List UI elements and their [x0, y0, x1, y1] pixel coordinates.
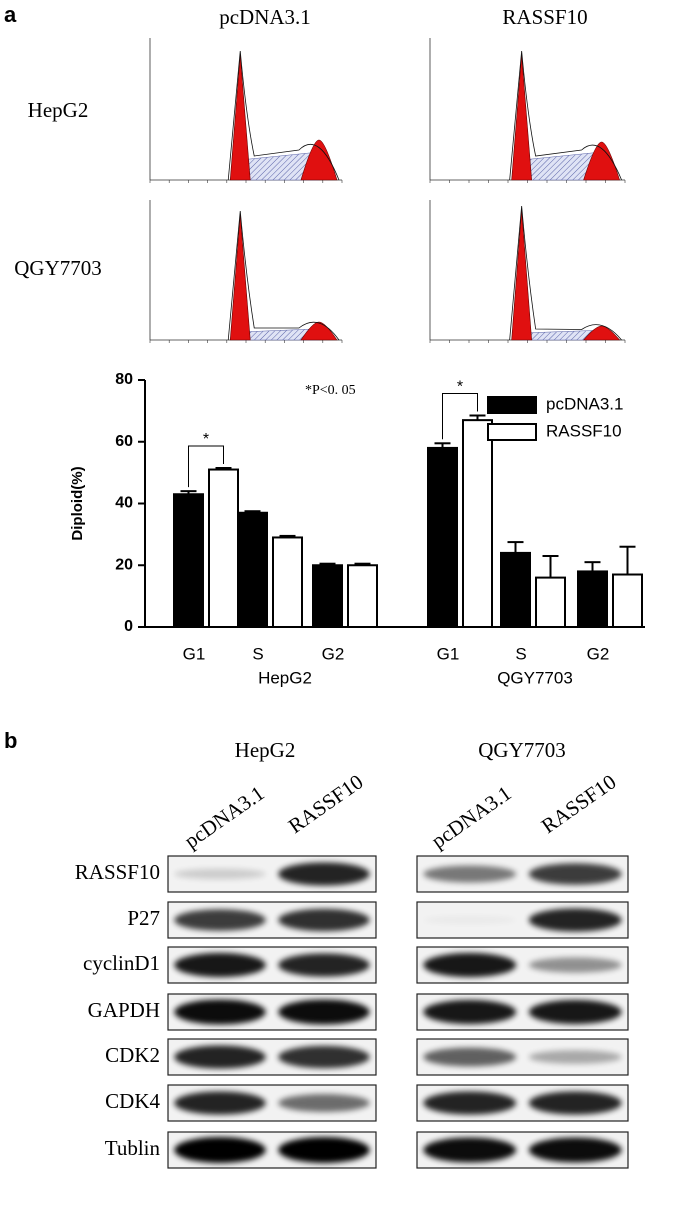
blot-band — [174, 909, 266, 931]
blot-band — [423, 916, 516, 925]
blot-band — [423, 999, 517, 1025]
lane-label: RASSF10 — [537, 769, 621, 838]
blot-band — [278, 1137, 370, 1163]
bar — [272, 536, 303, 629]
significance-mark: * — [203, 431, 209, 448]
hist-g1-peak — [511, 54, 532, 181]
hist-envelope — [509, 50, 622, 181]
x-tick-label: G2 — [587, 644, 610, 663]
blot-band — [174, 1045, 266, 1069]
significance-bracket — [188, 445, 224, 488]
bar — [500, 551, 531, 629]
x-tick-label: S — [515, 644, 526, 663]
blot-band — [278, 908, 370, 932]
legend-swatch — [487, 396, 537, 414]
y-tick-label: 80 — [115, 371, 133, 388]
blot-band — [528, 999, 622, 1025]
protein-label: CDK4 — [105, 1089, 160, 1113]
blot-band — [174, 1137, 266, 1163]
blot-band — [278, 862, 370, 886]
bar — [577, 570, 608, 628]
x-tick-label: S — [252, 644, 263, 663]
blot-band — [174, 952, 266, 978]
hist-envelope — [227, 210, 340, 341]
blot-band — [174, 999, 266, 1025]
bar — [237, 511, 268, 629]
y-axis-label: Diploid(%) — [69, 466, 86, 540]
blot-band — [528, 908, 622, 932]
group-header: HepG2 — [235, 738, 296, 762]
blot-band — [423, 1047, 517, 1067]
panel-label: b — [4, 728, 17, 753]
protein-label: GAPDH — [88, 998, 160, 1022]
y-tick-label: 20 — [115, 556, 133, 573]
hist-g2-peak — [582, 325, 621, 341]
blot-band — [528, 863, 622, 885]
y-tick-label: 0 — [124, 618, 133, 635]
blot-band — [528, 1137, 622, 1163]
blot-band — [174, 868, 266, 880]
bar — [612, 573, 643, 629]
protein-label: Tublin — [105, 1136, 161, 1160]
group-label: QGY7703 — [497, 668, 573, 687]
blot-band — [174, 1091, 266, 1115]
protein-label: RASSF10 — [75, 860, 160, 884]
x-tick-label: G1 — [183, 644, 206, 663]
y-tick-label: 40 — [115, 495, 133, 512]
blot-band — [423, 865, 517, 883]
blot-band — [278, 1045, 370, 1069]
significance-mark: * — [457, 379, 463, 396]
blot-band — [278, 953, 370, 977]
bar — [427, 446, 458, 628]
column-header: RASSF10 — [502, 5, 587, 29]
column-header: pcDNA3.1 — [219, 5, 311, 29]
blot-band — [278, 1094, 370, 1112]
lane-label: pcDNA3.1 — [427, 781, 516, 853]
blot-band — [528, 1091, 622, 1115]
row-label: QGY7703 — [14, 256, 102, 280]
bar — [208, 468, 239, 628]
row-label: HepG2 — [28, 98, 89, 122]
hist-g1-peak — [229, 54, 251, 181]
group-label: HepG2 — [258, 668, 312, 687]
legend-swatch — [487, 423, 537, 441]
panel-label: a — [4, 2, 17, 27]
bar — [535, 576, 566, 628]
hist-g2-peak — [300, 321, 338, 341]
bar — [312, 564, 343, 628]
bar — [347, 564, 378, 628]
blot-band — [423, 1137, 517, 1163]
protein-label: P27 — [127, 906, 160, 930]
legend-label: RASSF10 — [546, 421, 622, 440]
annotation: *P<0. 05 — [305, 383, 356, 398]
y-tick-label: 60 — [115, 433, 133, 450]
blot-band — [423, 1091, 517, 1115]
blot-band — [278, 999, 370, 1025]
blot-band — [423, 952, 517, 978]
blot-band — [528, 1050, 622, 1064]
lane-label: pcDNA3.1 — [180, 781, 269, 853]
bar — [462, 419, 493, 629]
hist-envelope — [227, 50, 340, 181]
lane-label: RASSF10 — [284, 769, 368, 838]
x-tick-label: G1 — [437, 644, 460, 663]
group-header: QGY7703 — [478, 738, 566, 762]
protein-label: cyclinD1 — [83, 951, 160, 975]
legend-label: pcDNA3.1 — [546, 394, 623, 413]
hist-envelope — [509, 205, 622, 341]
bar — [173, 493, 204, 628]
blot-band — [528, 957, 622, 973]
protein-label: CDK2 — [105, 1043, 160, 1067]
x-tick-label: G2 — [322, 644, 345, 663]
significance-bracket — [442, 393, 478, 440]
